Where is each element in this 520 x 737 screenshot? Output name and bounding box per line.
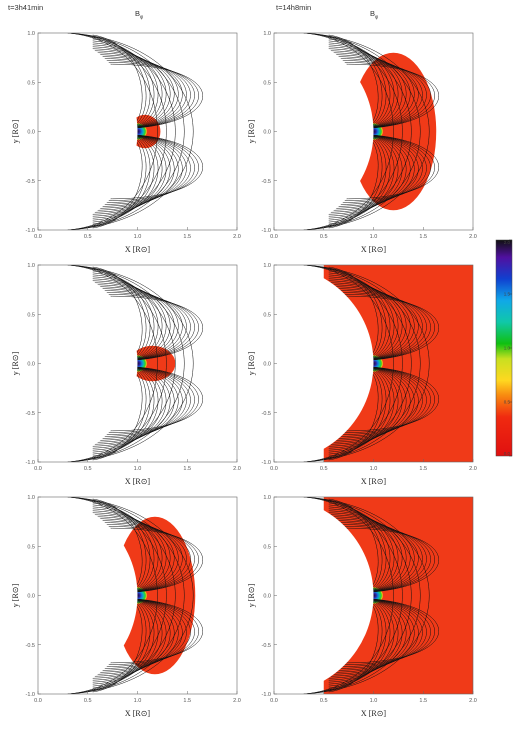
panel-3-2: 0.0 0.5 1.0 1.5 2.0 1.0 0.5 0.0 -0.5 -1.0 X [R⊙] y … [247, 495, 477, 718]
y-tick-label: -1.0 [262, 692, 271, 698]
x-tick-label: 2.0 [469, 466, 477, 472]
y-tick-label: -0.5 [26, 643, 35, 649]
y-tick-label: 0.0 [263, 594, 271, 600]
x-tick-label: 1.5 [419, 466, 427, 472]
x-tick-label: 2.0 [469, 234, 477, 240]
x-tick-label: 0.5 [84, 698, 92, 704]
x-tick-label: 1.5 [183, 234, 191, 240]
y-tick-label: -0.5 [26, 411, 35, 417]
colorbar-tick-label: 1.5 [504, 292, 511, 297]
x-tick-label: 0.5 [320, 698, 328, 704]
quantity-label-right: Bφ [370, 9, 379, 21]
x-tick-label: 0.0 [34, 234, 42, 240]
x-tick-label: 1.0 [134, 698, 142, 704]
x-tick-label: 2.0 [233, 698, 241, 704]
x-tick-label: 1.0 [370, 234, 378, 240]
y-tick-label: 1.0 [263, 31, 271, 37]
y-tick-label: 1.0 [27, 31, 35, 37]
x-tick-label: 1.0 [370, 466, 378, 472]
y-tick-label: 0.0 [263, 130, 271, 136]
x-tick-label: 0.0 [270, 234, 278, 240]
sun-disk [274, 33, 374, 230]
y-tick-label: -1.0 [26, 692, 35, 698]
x-tick-label: 0.0 [270, 698, 278, 704]
y-axis-label: y [R⊙] [11, 583, 20, 607]
field-region [114, 516, 196, 675]
y-tick-label: 0.5 [263, 80, 271, 86]
panel-1-1: 0.0 0.5 1.0 1.5 2.0 1.0 0.5 0.0 -0.5 -1.0 X [R⊙] y … [11, 31, 241, 254]
x-tick-label: 1.5 [183, 466, 191, 472]
y-tick-label: 0.0 [27, 362, 35, 368]
x-tick-label: 1.0 [370, 698, 378, 704]
x-tick-label: 1.5 [183, 698, 191, 704]
y-tick-label: 1.0 [263, 263, 271, 269]
x-axis-label: X [R⊙] [361, 477, 386, 486]
panel-3-1: 0.0 0.5 1.0 1.5 2.0 1.0 0.5 0.0 -0.5 -1.0 X [R⊙] y … [11, 495, 241, 718]
x-tick-label: 1.5 [419, 234, 427, 240]
x-tick-label: 2.0 [233, 466, 241, 472]
y-tick-label: -0.5 [262, 179, 271, 185]
y-axis-label: y [R⊙] [247, 583, 256, 607]
y-axis-label: y [R⊙] [247, 351, 256, 375]
y-tick-label: -1.0 [26, 460, 35, 466]
x-tick-label: 2.0 [233, 234, 241, 240]
colorbar-tick-label: 1.0 [504, 346, 511, 351]
colorbar-tick-label: 2.0 [504, 240, 511, 245]
colorbar-tick-label: 0.0 [504, 451, 511, 456]
y-axis-label: y [R⊙] [247, 119, 256, 143]
y-tick-label: 0.5 [27, 544, 35, 550]
y-tick-label: 0.5 [263, 544, 271, 550]
x-tick-label: 0.5 [84, 234, 92, 240]
x-tick-label: 0.5 [320, 466, 328, 472]
panel-2-2: 0.0 0.5 1.0 1.5 2.0 1.0 0.5 0.0 -0.5 -1.0 X [R⊙] y … [247, 263, 477, 486]
colorbar-tick-label: 0.5 [504, 400, 511, 405]
x-axis-label: X [R⊙] [361, 709, 386, 718]
y-axis-label: y [R⊙] [11, 119, 20, 143]
y-tick-label: -1.0 [262, 228, 271, 234]
sun-disk [38, 33, 138, 230]
x-tick-label: 1.0 [134, 466, 142, 472]
x-tick-label: 1.5 [419, 698, 427, 704]
x-axis-label: X [R⊙] [125, 245, 150, 254]
x-tick-label: 1.0 [134, 234, 142, 240]
sun-disk [274, 265, 374, 462]
x-tick-label: 0.0 [34, 698, 42, 704]
y-tick-label: 0.5 [27, 312, 35, 318]
x-tick-label: 2.0 [469, 698, 477, 704]
y-tick-label: 1.0 [27, 263, 35, 269]
y-tick-label: 0.0 [27, 594, 35, 600]
quantity-label-left: Bφ [135, 9, 144, 21]
y-tick-label: -0.5 [262, 643, 271, 649]
y-tick-label: -0.5 [26, 179, 35, 185]
y-tick-label: 0.5 [27, 80, 35, 86]
x-tick-label: 0.5 [320, 234, 328, 240]
sun-disk [38, 265, 138, 462]
x-axis-label: X [R⊙] [361, 245, 386, 254]
sun-disk [274, 497, 374, 694]
colorbar: 2.0 1.5 1.0 0.5 0.0 [495, 239, 513, 457]
y-tick-label: 1.0 [263, 495, 271, 501]
y-tick-label: 0.0 [263, 362, 271, 368]
x-tick-label: 0.5 [84, 466, 92, 472]
x-tick-label: 0.0 [270, 466, 278, 472]
y-tick-label: -1.0 [262, 460, 271, 466]
y-tick-label: 0.0 [27, 130, 35, 136]
y-axis-label: y [R⊙] [11, 351, 20, 375]
panel-1-2: 0.0 0.5 1.0 1.5 2.0 1.0 0.5 0.0 -0.5 -1.0 X [R⊙] y … [247, 31, 477, 254]
y-tick-label: 0.5 [263, 312, 271, 318]
y-tick-label: -0.5 [262, 411, 271, 417]
y-tick-label: -1.0 [26, 228, 35, 234]
time-label-right: t=14h8min [276, 3, 312, 12]
x-axis-label: X [R⊙] [125, 709, 150, 718]
y-tick-label: 1.0 [27, 495, 35, 501]
panel-2-1: 0.0 0.5 1.0 1.5 2.0 1.0 0.5 0.0 -0.5 -1.0 X [R⊙] y … [11, 263, 241, 486]
time-label-left: t=3h41min [8, 3, 44, 12]
x-axis-label: X [R⊙] [125, 477, 150, 486]
x-tick-label: 0.0 [34, 466, 42, 472]
sun-disk [38, 497, 138, 694]
